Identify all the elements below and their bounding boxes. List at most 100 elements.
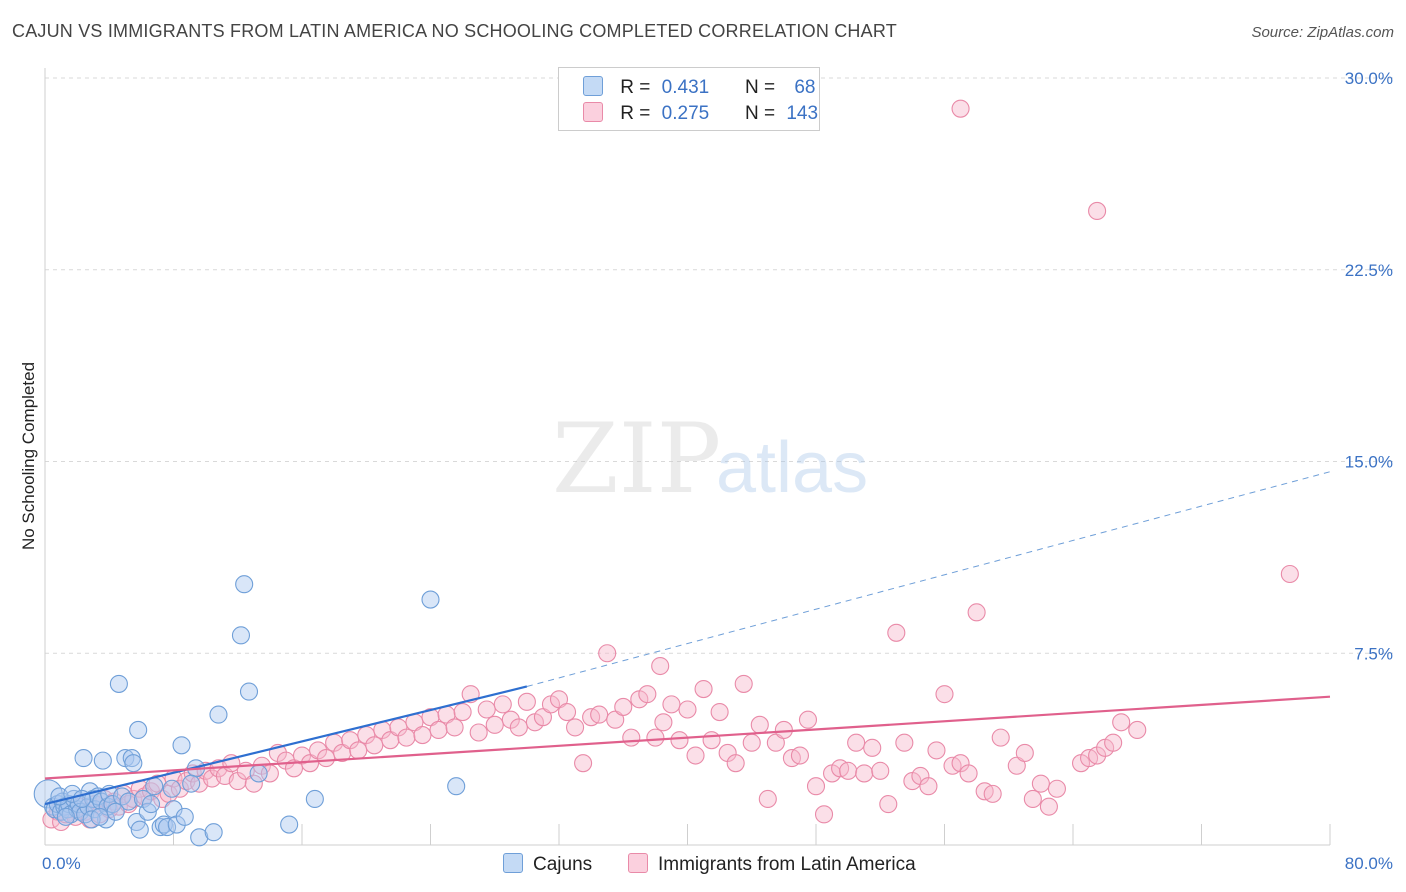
watermark-zip: ZIP xyxy=(552,403,721,515)
latin-point-141 xyxy=(1128,720,1147,740)
cajun-r-value: 0.431 xyxy=(661,77,710,98)
latin-point-55 xyxy=(397,728,416,747)
latin-point-146 xyxy=(651,656,670,676)
latin-point-90 xyxy=(678,700,697,719)
latin-point-83 xyxy=(622,728,641,747)
latin-point-61 xyxy=(445,718,464,737)
latin-point-133 xyxy=(1039,797,1058,816)
latin-point-69 xyxy=(509,718,528,737)
latin-point-122 xyxy=(935,685,954,704)
cajun-point-34 xyxy=(129,720,148,740)
latin-point-36 xyxy=(244,774,263,793)
y-tick-labels: 7.5% 15.0% 22.5% 30.0% xyxy=(1345,69,1393,663)
cajun-point-67 xyxy=(182,774,201,793)
cajun-points xyxy=(33,575,466,847)
latin-point-79 xyxy=(590,705,609,724)
latin-n-value: 143 xyxy=(786,103,819,124)
source-label: Source: ZipAtlas.com xyxy=(1251,24,1394,41)
latin-point-91 xyxy=(686,746,705,765)
bottom-cajun-label: Cajuns xyxy=(533,854,593,875)
y-tick-label-1: 15.0% xyxy=(1345,453,1393,472)
latin-point-59 xyxy=(429,720,448,740)
latin-swatch xyxy=(583,102,603,122)
latin-point-93 xyxy=(702,731,721,750)
bottom-cajun-swatch xyxy=(503,853,523,873)
latin-point-128 xyxy=(991,728,1010,747)
cajun-trend-line xyxy=(44,685,528,806)
latin-point-120 xyxy=(919,777,938,796)
latin-point-75 xyxy=(557,703,577,722)
watermark: ZIP atlas xyxy=(552,403,868,515)
latin-point-74 xyxy=(549,690,569,709)
cajun-point-44 xyxy=(172,736,191,755)
latin-point-65 xyxy=(477,700,496,719)
latin-point-80 xyxy=(598,644,617,663)
cajun-point-22 xyxy=(93,751,112,770)
latin-point-144 xyxy=(951,99,970,118)
cajun-point-54 xyxy=(280,815,299,834)
latin-point-129 xyxy=(1007,756,1026,775)
cajun-point-14 xyxy=(74,749,93,768)
latin-point-45 xyxy=(317,749,336,768)
y-tick-label-2: 22.5% xyxy=(1345,261,1393,280)
latin-point-98 xyxy=(742,733,761,752)
latin-point-85 xyxy=(638,685,657,704)
latin-point-104 xyxy=(790,746,809,765)
bottom-latin-swatch xyxy=(628,853,648,873)
cajun-n-label: N = xyxy=(744,77,776,98)
latin-point-115 xyxy=(879,795,898,814)
latin-point-86 xyxy=(646,728,665,747)
latin-point-131 xyxy=(1023,789,1042,809)
latin-point-140 xyxy=(1112,713,1131,732)
latin-point-81 xyxy=(606,710,625,729)
watermark-atlas: atlas xyxy=(716,428,868,508)
cajun-point-57 xyxy=(447,777,466,796)
latin-point-41 xyxy=(284,759,304,778)
cajun-point-38 xyxy=(145,777,164,796)
bottom-legend-cajun: Cajuns xyxy=(503,853,592,876)
latin-r-label: R = xyxy=(620,103,651,124)
latin-point-94 xyxy=(710,703,729,722)
latin-point-72 xyxy=(533,708,552,727)
latin-point-49 xyxy=(349,741,368,760)
latin-point-125 xyxy=(959,764,978,783)
cajun-r-label: R = xyxy=(620,77,651,98)
latin-point-57 xyxy=(413,726,432,745)
y-axis-label: No Schooling Completed xyxy=(19,362,38,550)
x-tick-label-0: 0.0% xyxy=(42,854,81,873)
latin-r-value: 0.275 xyxy=(661,103,710,124)
trend-lines xyxy=(44,471,1331,806)
latin-point-139 xyxy=(1104,733,1123,752)
latin-point-143 xyxy=(967,603,986,622)
correlation-legend: R = 0.431 N = 68 R = 0.275 N = 143 xyxy=(558,67,820,131)
latin-point-64 xyxy=(469,723,488,742)
latin-point-145 xyxy=(1088,201,1107,220)
cajun-point-55 xyxy=(305,789,324,809)
latin-point-88 xyxy=(662,695,681,714)
cajun-point-32 xyxy=(124,754,143,773)
latin-point-99 xyxy=(750,715,769,734)
latin-point-107 xyxy=(814,805,834,824)
cajun-point-63 xyxy=(90,807,109,826)
latin-point-105 xyxy=(798,710,818,729)
latin-point-51 xyxy=(365,736,384,755)
x-tick-label-80: 80.0% xyxy=(1345,854,1393,873)
y-tick-label-3: 30.0% xyxy=(1345,69,1393,88)
latin-point-70 xyxy=(517,692,536,711)
latin-point-121 xyxy=(927,741,946,760)
latin-point-106 xyxy=(806,777,826,796)
latin-point-96 xyxy=(726,754,745,773)
latin-point-142 xyxy=(1280,564,1299,584)
latin-point-127 xyxy=(983,784,1002,803)
latin-point-117 xyxy=(895,733,914,752)
latin-point-87 xyxy=(654,713,673,732)
cajun-point-47 xyxy=(190,828,209,847)
latin-point-110 xyxy=(839,761,858,780)
latin-point-67 xyxy=(493,695,512,714)
cajun-point-51 xyxy=(235,575,254,594)
latin-trend-line xyxy=(44,695,1331,780)
cajun-swatch xyxy=(583,76,603,96)
cajun-point-30 xyxy=(119,792,138,811)
cajun-point-40 xyxy=(154,815,173,834)
cajun-point-27 xyxy=(109,674,128,693)
